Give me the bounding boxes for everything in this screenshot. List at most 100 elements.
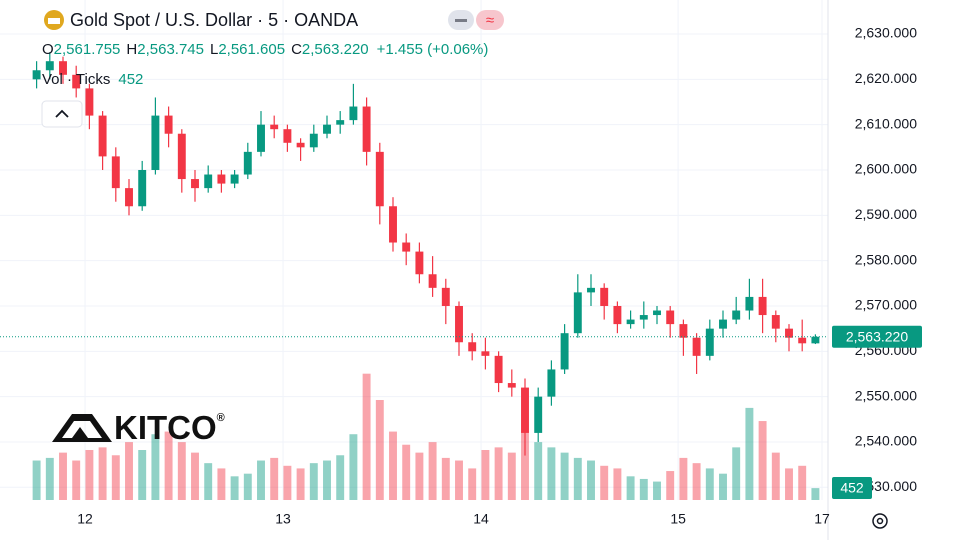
volume-bar — [719, 473, 727, 500]
volume-bar — [177, 442, 186, 500]
candle-body — [389, 206, 397, 243]
candle-body — [283, 129, 292, 143]
last-volume-label: 452 — [840, 480, 864, 496]
x-tick-label: 13 — [275, 511, 291, 527]
logo-icon — [52, 414, 112, 442]
candle-body — [296, 142, 305, 148]
volume-bar — [811, 488, 820, 500]
volume-bar — [521, 431, 529, 500]
volume-bar — [692, 463, 701, 500]
settings-icon-center — [876, 517, 884, 525]
volume-bar — [283, 465, 292, 500]
volume-bar — [798, 465, 807, 500]
candle-body — [653, 310, 661, 316]
candle-body — [45, 61, 54, 71]
logo-name: KITCO — [114, 409, 217, 446]
legend-high: 2,563.745 — [137, 41, 204, 58]
volume-bar — [151, 434, 160, 500]
volume-bar — [455, 460, 463, 500]
volume-bar — [309, 463, 318, 500]
overlay: Gold Spot / U.S. Dollar · 5 · OANDA ≈ O2… — [41, 0, 922, 540]
volume-bar — [72, 460, 81, 500]
collapse-button[interactable] — [41, 100, 83, 128]
toggle-icon — [455, 19, 467, 22]
candle-body — [494, 355, 503, 384]
y-tick-label: 2,620.000 — [855, 70, 917, 86]
y-tick-label: 2,610.000 — [855, 115, 917, 131]
volume-bar — [587, 460, 595, 500]
x-tick-label: 14 — [473, 511, 489, 527]
logo-icon-inner — [72, 427, 88, 438]
volume-bar — [745, 407, 754, 500]
logo: KITCO® — [52, 409, 225, 446]
candle-body — [705, 328, 714, 356]
ohlc-legend: O2,561.755 H2,563.745 L2,561.605 C2,563.220… — [42, 41, 488, 58]
candle-body — [692, 337, 701, 356]
volume-bar — [217, 468, 226, 500]
candle-body — [270, 124, 279, 130]
settings-icon[interactable] — [872, 513, 888, 529]
compare-button[interactable] — [476, 10, 504, 30]
candle-body — [125, 188, 133, 207]
candle-body — [309, 133, 318, 148]
candle-body — [745, 296, 754, 311]
chart-title: Gold Spot / U.S. Dollar · 5 · OANDA — [70, 10, 358, 30]
candle-body — [560, 333, 569, 370]
legend-close: 2,563.220 — [302, 41, 369, 58]
candle-body — [32, 70, 41, 80]
candle-body — [679, 324, 688, 338]
candle-body — [758, 296, 767, 316]
volume-bar — [336, 455, 345, 500]
volume-bar — [111, 455, 120, 500]
candle-body — [85, 88, 94, 116]
volume-bar — [204, 463, 213, 500]
volume-name: Vol · Ticks — [42, 71, 110, 88]
logo-text: KITCO® — [114, 409, 225, 446]
legend-h: H — [126, 41, 137, 58]
volume-bar — [349, 434, 358, 500]
volume-bar — [402, 444, 411, 500]
candle-body — [349, 106, 358, 121]
candle-body — [323, 124, 331, 134]
volume-bar — [362, 373, 371, 500]
volume-legend: Vol · Ticks 452 — [42, 71, 143, 88]
candle-body — [587, 287, 595, 293]
volume-bar — [164, 431, 173, 500]
candle-body — [362, 106, 371, 152]
candle-body — [811, 336, 820, 344]
volume-bar — [679, 457, 688, 500]
x-tick-label: 12 — [77, 511, 93, 527]
volume-bar — [138, 450, 147, 500]
candle-body — [415, 251, 424, 275]
volume-bar — [534, 442, 543, 500]
candle-layer — [0, 52, 828, 456]
volume-bar — [45, 457, 54, 500]
candle-body — [151, 115, 160, 170]
candle-body — [481, 351, 490, 356]
candle-body — [666, 310, 675, 325]
volume-bar — [639, 478, 648, 500]
volume-bar — [705, 468, 714, 500]
volume-bar — [507, 452, 516, 500]
volume-bar — [415, 452, 424, 500]
legend-l: L — [210, 41, 218, 58]
grid — [0, 0, 828, 500]
y-tick-label: 2,570.000 — [855, 297, 917, 313]
volume-bar — [481, 450, 490, 500]
volume-bar — [270, 457, 279, 500]
candle-body — [111, 156, 120, 189]
candle-body — [600, 287, 609, 306]
y-tick-label: 2,540.000 — [855, 433, 917, 449]
volume-value: 452 — [118, 71, 143, 88]
x-tick-label: 17 — [814, 511, 830, 527]
volume-bar — [600, 465, 609, 500]
candle-body — [177, 133, 186, 180]
candle-body — [217, 174, 226, 184]
legend-open: 2,561.755 — [54, 41, 121, 58]
candle-body — [771, 315, 780, 329]
volume-bar — [59, 452, 67, 500]
volume-bar — [547, 447, 556, 500]
volume-bar — [771, 452, 780, 500]
y-tick-label: 2,550.000 — [855, 387, 917, 403]
volume-bar — [257, 460, 265, 500]
